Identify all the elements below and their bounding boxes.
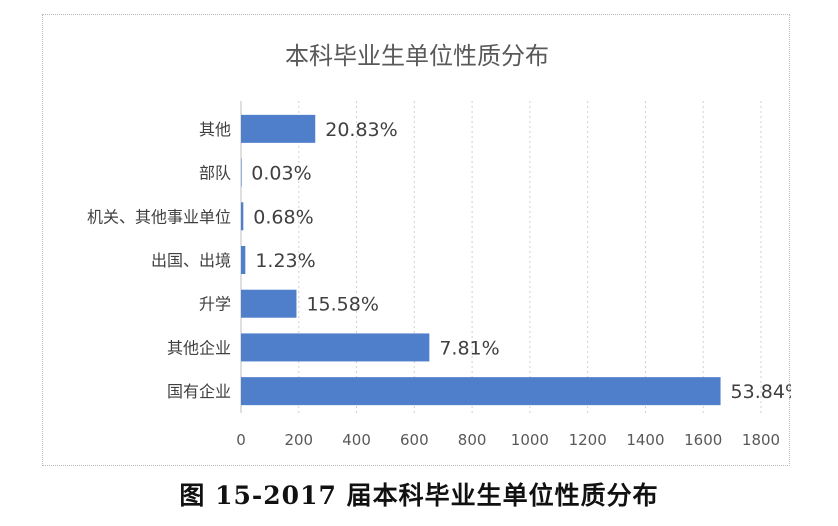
bar-chart: 本科毕业生单位性质分布 0 200 400 600 800 1000 1200 1400 1600… bbox=[87, 42, 791, 449]
bar bbox=[241, 114, 316, 143]
figure-caption: 图 15-2017 届本科毕业生单位性质分布 bbox=[179, 481, 659, 510]
category-label: 其他 bbox=[199, 120, 231, 139]
chart-area: 本科毕业生单位性质分布 0 200 400 600 800 1000 1200 1400 1600… bbox=[42, 14, 791, 466]
bar bbox=[241, 333, 430, 362]
data-label: 20.83% bbox=[325, 119, 397, 141]
x-tick-label: 1600 bbox=[684, 431, 722, 449]
category-label: 出国、出境 bbox=[151, 251, 231, 270]
x-tick-label: 1400 bbox=[626, 431, 664, 449]
category-label: 国有企业 bbox=[167, 382, 231, 401]
x-tick-label: 1200 bbox=[569, 431, 607, 449]
chart-title: 本科毕业生单位性质分布 bbox=[285, 42, 549, 70]
data-label: 1.23% bbox=[255, 250, 315, 272]
bar bbox=[241, 158, 242, 187]
category-label: 升学 bbox=[199, 295, 231, 314]
bar bbox=[241, 289, 297, 318]
bar bbox=[241, 377, 721, 406]
x-tick-label: 800 bbox=[458, 431, 487, 449]
x-tick-label: 1800 bbox=[742, 431, 780, 449]
x-tick-label: 200 bbox=[284, 431, 313, 449]
bar bbox=[241, 246, 246, 274]
data-label: 53.84% bbox=[731, 381, 791, 403]
x-tick-label: 1000 bbox=[511, 431, 549, 449]
data-label: 0.03% bbox=[251, 163, 311, 185]
category-label: 其他企业 bbox=[167, 338, 231, 357]
x-tick-label: 0 bbox=[236, 431, 246, 449]
x-tick-label: 400 bbox=[342, 431, 371, 449]
data-label: 15.58% bbox=[306, 294, 378, 316]
category-label: 机关、其他事业单位 bbox=[87, 207, 231, 226]
data-label: 7.81% bbox=[439, 337, 499, 359]
bar bbox=[241, 202, 244, 231]
x-tick-label: 600 bbox=[400, 431, 429, 449]
category-label: 部队 bbox=[199, 164, 231, 183]
data-label: 0.68% bbox=[253, 206, 313, 228]
